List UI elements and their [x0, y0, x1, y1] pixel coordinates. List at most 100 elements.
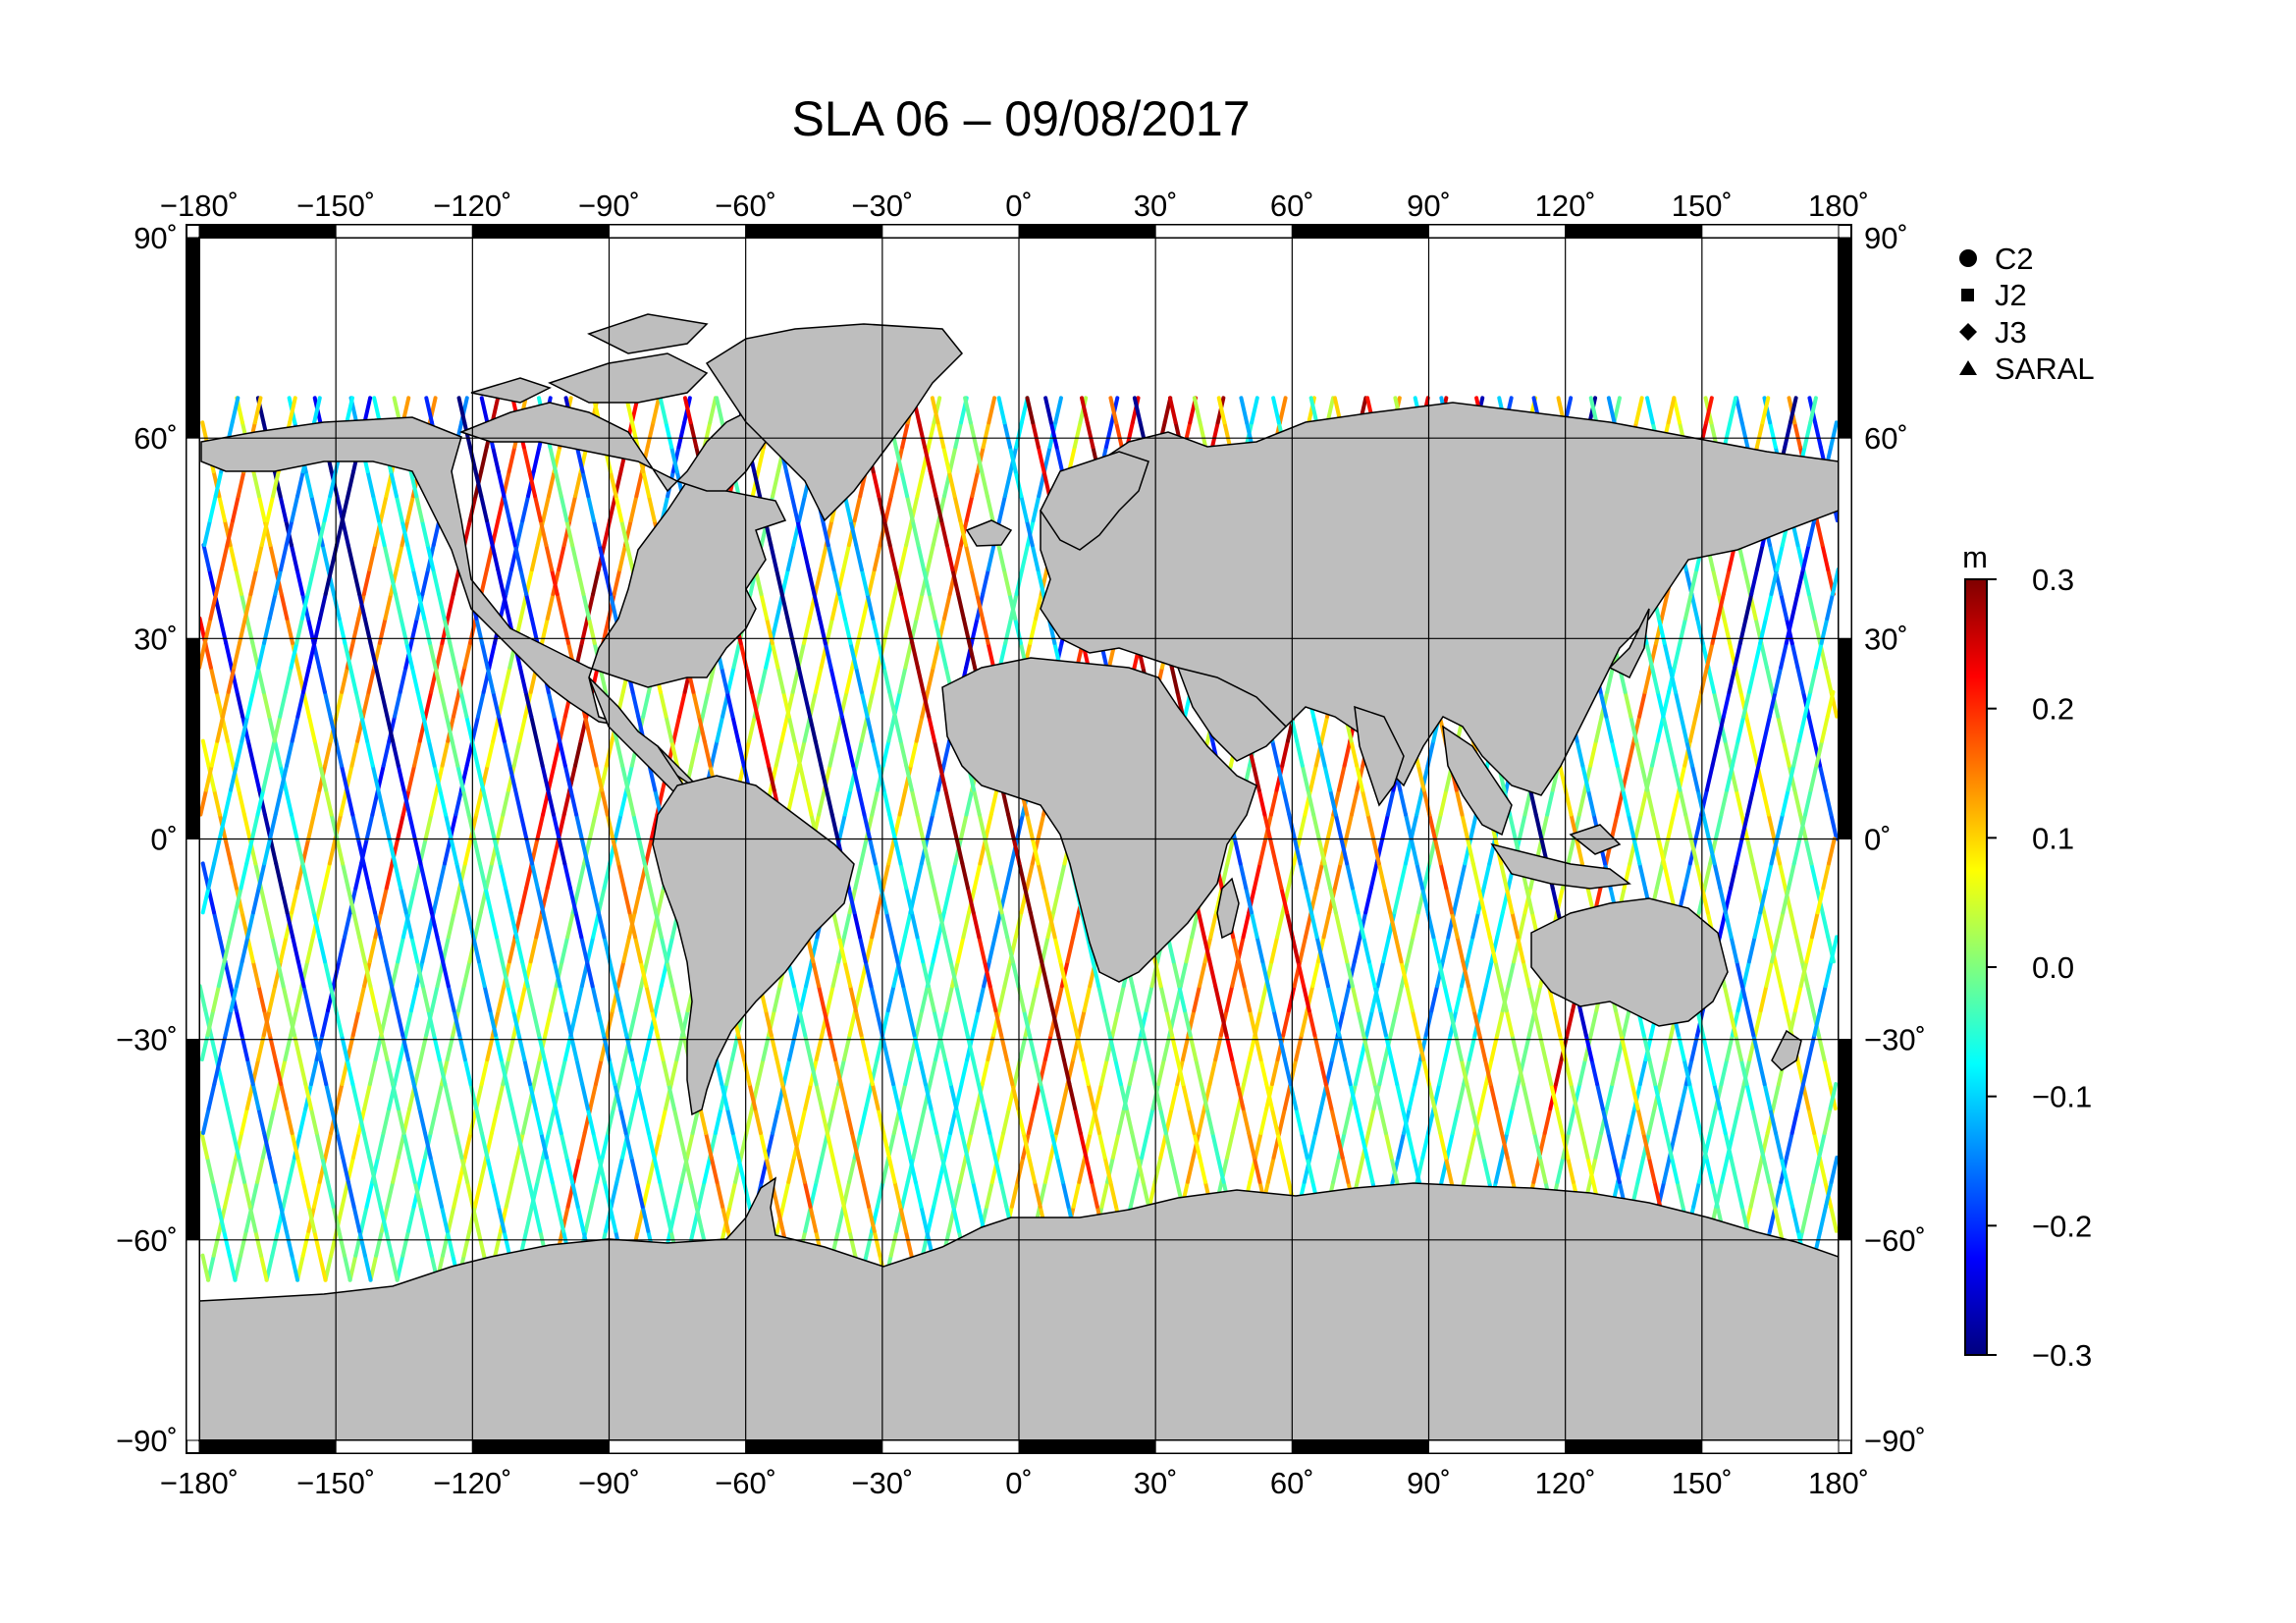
altimetry-track-segment: [1671, 787, 1682, 817]
altimetry-track-segment: [667, 1082, 676, 1110]
altimetry-track-segment: [1389, 1155, 1400, 1184]
altimetry-track-segment: [446, 1204, 456, 1233]
altimetry-track-segment: [1733, 665, 1743, 694]
altimetry-track-segment: [1002, 469, 1013, 499]
altimetry-track-segment: [1305, 1155, 1315, 1184]
altimetry-track-segment: [1722, 420, 1733, 450]
altimetry-track-segment: [1806, 714, 1817, 743]
altimetry-track-segment: [1495, 910, 1505, 940]
altimetry-track-segment: [1316, 738, 1327, 768]
altimetry-track-segment: [983, 837, 993, 866]
altimetry-track-segment: [780, 568, 790, 596]
altimetry-track-segment: [640, 1204, 651, 1233]
altimetry-track-segment: [780, 1082, 790, 1110]
altimetry-track-segment: [1113, 1057, 1123, 1087]
altimetry-track-segment: [791, 984, 802, 1013]
altimetry-track-segment: [963, 396, 973, 425]
altimetry-track-segment: [245, 738, 256, 768]
altimetry-track-segment: [1085, 935, 1095, 964]
altimetry-track-segment: [1532, 1130, 1542, 1160]
altimetry-track-segment: [483, 886, 494, 915]
altimetry-track-segment: [1185, 1155, 1196, 1184]
altimetry-track-segment: [225, 738, 236, 768]
altimetry-track-segment: [504, 1179, 514, 1209]
altimetry-track-segment: [1308, 396, 1319, 425]
altimetry-track-segment: [1718, 886, 1728, 915]
altimetry-track-segment: [641, 469, 651, 499]
altimetry-track-segment: [1756, 1057, 1767, 1087]
altimetry-track-segment: [1426, 1082, 1437, 1110]
altimetry-track-segment: [830, 959, 841, 989]
altimetry-track-segment: [460, 787, 471, 817]
altimetry-track-segment: [1322, 861, 1333, 891]
altimetry-track-segment: [1184, 935, 1195, 964]
altimetry-track-segment: [507, 445, 517, 474]
altimetry-track-segment: [914, 861, 924, 891]
altimetry-track-segment: [199, 1130, 210, 1160]
altimetry-track-segment: [521, 1155, 531, 1184]
altimetry-track-segment: [256, 1106, 267, 1135]
altimetry-track-segment: [362, 1082, 372, 1110]
altimetry-track-segment: [586, 494, 596, 523]
altimetry-track-segment: [1526, 1106, 1537, 1135]
altimetry-track-segment: [224, 640, 234, 670]
altimetry-track-segment: [423, 689, 434, 719]
altimetry-track-segment: [1735, 714, 1746, 743]
altimetry-track-segment: [381, 1106, 392, 1135]
altimetry-track-segment: [213, 469, 224, 499]
altimetry-track-segment: [396, 1106, 406, 1135]
altimetry-track-segment: [1099, 1179, 1110, 1209]
altimetry-track-segment: [865, 591, 876, 621]
altimetry-track-segment: [323, 738, 333, 768]
altimetry-track-segment: [1308, 763, 1318, 792]
altimetry-track-segment: [1526, 984, 1537, 1013]
altimetry-track-segment: [323, 568, 334, 596]
altimetry-track-segment: [887, 591, 897, 621]
altimetry-track-segment: [1319, 714, 1330, 743]
altimetry-track-segment: [914, 1008, 925, 1038]
altimetry-track-segment: [1128, 1179, 1139, 1209]
altimetry-track-segment: [220, 1082, 230, 1110]
altimetry-track-segment: [1566, 837, 1576, 866]
altimetry-track-segment: [1096, 984, 1106, 1013]
altimetry-track-segment: [1033, 1057, 1043, 1087]
altimetry-track-segment: [926, 861, 936, 891]
altimetry-track-segment: [802, 1179, 813, 1209]
lat-tick-label-right: −90˚: [1864, 1424, 1926, 1458]
altimetry-track-segment: [1316, 837, 1327, 866]
land-africa: [941, 657, 1257, 983]
altimetry-track-segment: [1746, 665, 1757, 694]
altimetry-track-segment: [1040, 959, 1049, 989]
altimetry-track-segment: [576, 1130, 587, 1160]
altimetry-track-segment: [1494, 1106, 1504, 1135]
altimetry-track-segment: [548, 1082, 559, 1110]
altimetry-track-segment: [1746, 935, 1757, 964]
altimetry-track-segment: [217, 812, 228, 841]
lon-tick-label-top: −60˚: [715, 189, 776, 223]
altimetry-track-segment: [1650, 665, 1660, 694]
altimetry-track-segment: [261, 689, 272, 719]
altimetry-track-segment: [267, 1155, 278, 1184]
altimetry-track-segment: [1398, 787, 1409, 817]
altimetry-track-segment: [206, 861, 217, 891]
altimetry-track-segment: [1704, 640, 1715, 670]
altimetry-track-segment: [627, 910, 638, 940]
altimetry-track-segment: [362, 396, 373, 425]
altimetry-track-segment: [758, 1130, 769, 1160]
altimetry-track-segment: [802, 689, 813, 719]
altimetry-track-segment: [448, 640, 457, 670]
altimetry-track-segment: [600, 787, 610, 817]
altimetry-track-segment: [797, 494, 807, 523]
altimetry-track-segment: [753, 1106, 763, 1135]
altimetry-track-segment: [339, 763, 349, 792]
altimetry-track-segment: [419, 518, 430, 548]
altimetry-track-segment: [619, 518, 629, 548]
altimetry-track-segment: [981, 568, 990, 596]
altimetry-track-segment: [300, 861, 310, 891]
altimetry-track-segment: [868, 837, 878, 866]
altimetry-track-segment: [1727, 665, 1737, 694]
altimetry-track-segment: [965, 1155, 976, 1184]
altimetry-track-segment: [898, 591, 909, 621]
altimetry-track-segment: [848, 640, 859, 670]
altimetry-track-segment: [1036, 568, 1045, 596]
